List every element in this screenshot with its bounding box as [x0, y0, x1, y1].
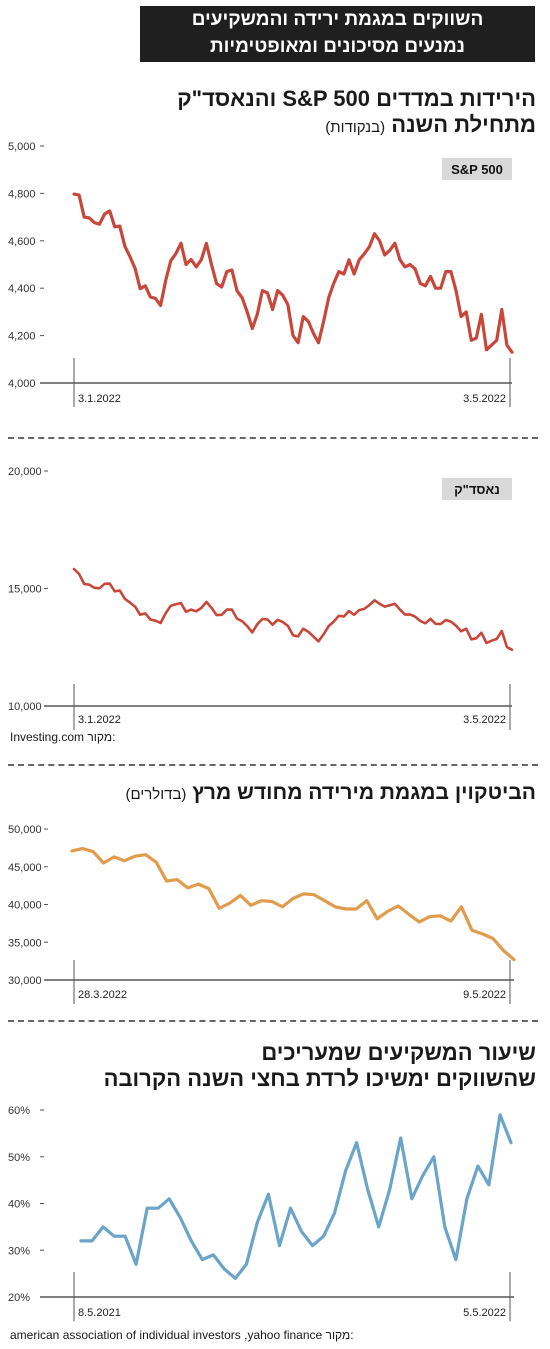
investors-end-date: 5.5.2022 — [463, 1307, 506, 1319]
bitcoin-ytick-label: 40,000 — [8, 900, 42, 912]
indices-title: הירידות במדדים S&P 500 והנאסד"ק מתחילת ה… — [177, 86, 536, 141]
nasdaq-ytick-label: 15,000 — [8, 584, 42, 596]
bitcoin-ytick-label: 30,000 — [8, 975, 42, 987]
sp500-series-line — [72, 192, 514, 354]
bitcoin-unit: (בדולרים) — [125, 786, 187, 803]
investors-source-label: מקור: — [325, 1328, 354, 1342]
bitcoin-ytick-label: 45,000 — [8, 862, 42, 874]
nasdaq-ytick-label: 20,000 — [8, 466, 42, 478]
nasdaq-end-date: 3.5.2022 — [463, 714, 506, 726]
indices-source-label: מקור: — [87, 730, 116, 744]
divider-2 — [8, 764, 538, 766]
bitcoin-title: הביטקוין במגמת מירידה מחודש מרץ (בדולרים… — [126, 780, 536, 808]
investors-source-name: american association of individual inves… — [10, 1328, 323, 1342]
indices-title-line-1: הירידות במדדים S&P 500 והנאסד"ק — [177, 86, 536, 111]
investors-start-date: 8.5.2021 — [78, 1307, 121, 1319]
investors-ytick-label: 20% — [8, 1292, 30, 1304]
bitcoin-start-date: 28.3.2022 — [78, 989, 127, 1001]
sp500-end-date: 3.5.2022 — [463, 393, 506, 405]
bitcoin-end-date: 9.5.2022 — [463, 989, 506, 1001]
nasdaq-label-box — [442, 478, 512, 500]
sp500-ytick-label: 4,200 — [8, 331, 36, 343]
divider-1 — [8, 437, 538, 439]
headline-box: השווקים במגמת ירידה והמשקיעים נמנעים מסי… — [140, 6, 535, 62]
headline-line-2: נמנעים מסיכונים ומאופטימיות — [210, 36, 465, 57]
sp500-label-text: S&P 500 — [451, 162, 503, 177]
investors-series-line — [79, 1113, 513, 1280]
sp500-ytick-label: 4,800 — [8, 188, 36, 200]
investors-ytick-label: 50% — [8, 1152, 30, 1164]
bitcoin-title-text: הביטקוין במגמת מירידה מחודש מרץ — [192, 781, 536, 804]
sp500-ytick-label: 5,000 — [8, 141, 36, 153]
sp500-start-date: 3.1.2022 — [78, 393, 121, 405]
bitcoin-series-line — [70, 846, 516, 962]
sp500-ytick-label: 4,000 — [8, 378, 36, 390]
sp500-ytick-label: 4,400 — [8, 283, 36, 295]
headline-line-1: השווקים במגמת ירידה והמשקיעים — [191, 9, 484, 30]
sp500-label-box — [442, 158, 512, 180]
investors-title-line-1: שיעור המשקיעים שמעריכים — [261, 1040, 536, 1065]
nasdaq-start-date: 3.1.2022 — [78, 714, 121, 726]
bitcoin-ytick-label: 50,000 — [8, 824, 42, 836]
nasdaq-label-text: נאסד"ק — [454, 482, 500, 497]
investors-title-line-2: שהשווקים ימשיכו לרדת בחצי השנה הקרובה — [103, 1066, 536, 1091]
bitcoin-ytick-label: 35,000 — [8, 937, 42, 949]
indices-title-line-2: מתחילת השנה — [391, 112, 536, 137]
indices-source-name: Investing.com — [10, 730, 85, 744]
investors-ytick-label: 60% — [8, 1105, 30, 1117]
nasdaq-ytick-label: 10,000 — [8, 701, 42, 713]
divider-3 — [8, 1020, 538, 1022]
indices-source: Investing.com מקור: — [10, 730, 115, 744]
sp500-ytick-label: 4,600 — [8, 236, 36, 248]
investors-title: שיעור המשקיעים שמעריכים שהשווקים ימשיכו … — [104, 1040, 536, 1092]
nasdaq-series-line — [72, 567, 514, 652]
investors-source: american association of individual inves… — [10, 1328, 354, 1342]
investors-ytick-label: 40% — [8, 1199, 30, 1211]
investors-ytick-label: 30% — [8, 1245, 30, 1257]
indices-unit: (בנקודות) — [325, 119, 386, 136]
